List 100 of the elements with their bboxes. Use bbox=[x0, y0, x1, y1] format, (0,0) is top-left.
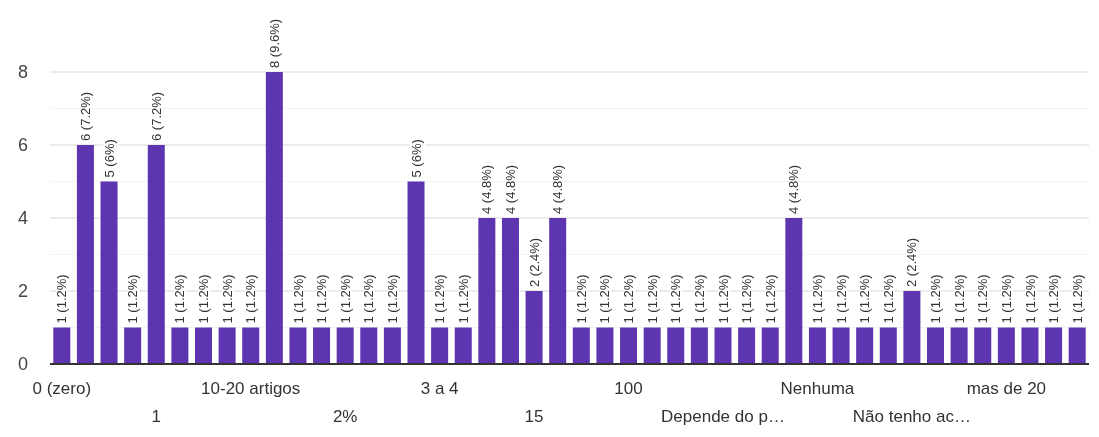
bar bbox=[478, 218, 496, 364]
x-tick-label: mas de 20 bbox=[966, 379, 1047, 398]
data-label: 1 (1.2%) bbox=[880, 274, 896, 324]
data-label: 1 (1.2%) bbox=[243, 274, 259, 324]
data-label: 1 (1.2%) bbox=[1069, 274, 1085, 324]
data-label: 1 (1.2%) bbox=[951, 274, 967, 324]
bar bbox=[313, 327, 331, 364]
bar bbox=[690, 327, 708, 364]
data-label: 1 (1.2%) bbox=[361, 274, 377, 324]
bar bbox=[761, 327, 779, 364]
data-label: 1 (1.2%) bbox=[1022, 274, 1038, 324]
x-tick-label: 10-20 artigos bbox=[201, 379, 301, 398]
bar bbox=[407, 181, 425, 364]
bar bbox=[76, 145, 94, 364]
bar bbox=[218, 327, 236, 364]
data-label: 1 (1.2%) bbox=[573, 274, 589, 324]
bar bbox=[620, 327, 638, 364]
x-tick-label: 15 bbox=[524, 407, 544, 426]
bar bbox=[572, 327, 590, 364]
bar bbox=[501, 218, 519, 364]
data-label: 1 (1.2%) bbox=[196, 274, 212, 324]
data-label: 1 (1.2%) bbox=[833, 274, 849, 324]
bar bbox=[927, 327, 945, 364]
data-label: 1 (1.2%) bbox=[337, 274, 353, 324]
data-label: 1 (1.2%) bbox=[597, 274, 613, 324]
data-label: 1 (1.2%) bbox=[432, 274, 448, 324]
bar bbox=[265, 72, 283, 364]
data-label: 1 (1.2%) bbox=[715, 274, 731, 324]
bar bbox=[856, 327, 874, 364]
data-label: 4 (4.8%) bbox=[786, 164, 802, 214]
data-label: 1 (1.2%) bbox=[809, 274, 825, 324]
data-label: 6 (7.2%) bbox=[148, 91, 164, 141]
x-tick-label: Depende do p… bbox=[661, 407, 785, 426]
data-label: 1 (1.2%) bbox=[975, 274, 991, 324]
x-tick-label: 1 bbox=[151, 407, 161, 426]
bar bbox=[194, 327, 212, 364]
bar bbox=[1021, 327, 1039, 364]
bar bbox=[289, 327, 307, 364]
data-label: 1 (1.2%) bbox=[314, 274, 330, 324]
data-label: 1 (1.2%) bbox=[455, 274, 471, 324]
data-label: 1 (1.2%) bbox=[290, 274, 306, 324]
bar bbox=[596, 327, 614, 364]
data-label: 1 (1.2%) bbox=[668, 274, 684, 324]
data-label: 1 (1.2%) bbox=[125, 274, 141, 324]
bar bbox=[1068, 327, 1086, 364]
data-label: 1 (1.2%) bbox=[739, 274, 755, 324]
data-label: 5 (6%) bbox=[101, 139, 117, 178]
bar bbox=[832, 327, 850, 364]
data-label: 4 (4.8%) bbox=[479, 164, 495, 214]
bar bbox=[100, 181, 118, 364]
data-label: 1 (1.2%) bbox=[219, 274, 235, 324]
bar bbox=[431, 327, 449, 364]
bar bbox=[714, 327, 732, 364]
bar bbox=[950, 327, 968, 364]
data-label: 1 (1.2%) bbox=[762, 274, 778, 324]
y-tick-label: 8 bbox=[17, 62, 28, 83]
data-label: 2 (2.4%) bbox=[526, 237, 542, 287]
data-label: 4 (4.8%) bbox=[503, 164, 519, 214]
bar bbox=[336, 327, 354, 364]
bar bbox=[738, 327, 756, 364]
data-label: 6 (7.2%) bbox=[77, 91, 93, 141]
y-tick-label: 0 bbox=[17, 354, 28, 375]
x-tick-label: 3 a 4 bbox=[420, 379, 459, 398]
bar bbox=[974, 327, 992, 364]
data-label: 4 (4.8%) bbox=[550, 164, 566, 214]
bar bbox=[808, 327, 826, 364]
data-label: 8 (9.6%) bbox=[266, 18, 282, 68]
bar bbox=[525, 291, 543, 364]
bar bbox=[1045, 327, 1063, 364]
data-label: 1 (1.2%) bbox=[928, 274, 944, 324]
bar bbox=[879, 327, 897, 364]
data-label: 1 (1.2%) bbox=[998, 274, 1014, 324]
x-tick-label: Não tenho ac… bbox=[852, 407, 971, 426]
data-label: 1 (1.2%) bbox=[172, 274, 188, 324]
bar bbox=[383, 327, 401, 364]
bar bbox=[53, 327, 71, 364]
y-tick-label: 2 bbox=[17, 281, 28, 302]
y-tick-label: 4 bbox=[17, 208, 28, 229]
data-label: 1 (1.2%) bbox=[621, 274, 637, 324]
bar bbox=[643, 327, 661, 364]
bar bbox=[360, 327, 378, 364]
data-label: 1 (1.2%) bbox=[691, 274, 707, 324]
bar bbox=[785, 218, 803, 364]
bar bbox=[549, 218, 567, 364]
data-label: 1 (1.2%) bbox=[384, 274, 400, 324]
data-label: 1 (1.2%) bbox=[644, 274, 660, 324]
bar bbox=[454, 327, 472, 364]
data-label: 5 (6%) bbox=[408, 139, 424, 178]
x-tick-label: 2% bbox=[332, 407, 358, 426]
bar bbox=[667, 327, 685, 364]
x-tick-label: 100 bbox=[614, 379, 643, 398]
data-label: 1 (1.2%) bbox=[857, 274, 873, 324]
bar bbox=[147, 145, 165, 364]
bar bbox=[171, 327, 189, 364]
bar bbox=[242, 327, 260, 364]
x-tick-label: Nenhuma bbox=[780, 379, 855, 398]
y-tick-label: 6 bbox=[17, 135, 28, 156]
data-label: 1 (1.2%) bbox=[1046, 274, 1062, 324]
bar bbox=[903, 291, 921, 364]
x-tick-label: 0 (zero) bbox=[32, 379, 92, 398]
